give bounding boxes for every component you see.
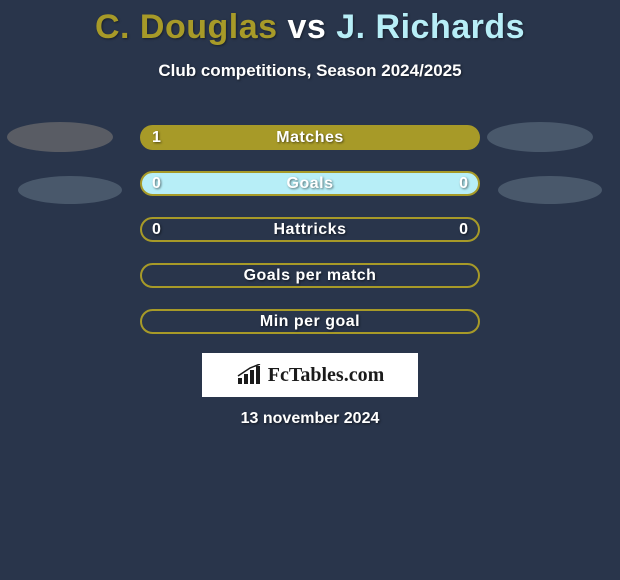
logo-chart-icon xyxy=(236,364,262,386)
stat-row: 1Matches xyxy=(0,115,620,161)
stat-bar: Min per goal xyxy=(140,309,480,334)
stat-rows: 1Matches 00Goals 00Hattricks Goals per matc… xyxy=(0,115,620,345)
stat-label: Hattricks xyxy=(142,219,478,240)
stat-bar: 1Matches xyxy=(140,125,480,150)
stat-bar: 00Hattricks xyxy=(140,217,480,242)
player2-name: J. Richards xyxy=(336,8,525,46)
stat-row: Min per goal xyxy=(0,299,620,345)
stat-row: 00Goals xyxy=(0,161,620,207)
subtitle: Club competitions, Season 2024/2025 xyxy=(0,61,620,81)
comparison-title: C. Douglas vs J. Richards xyxy=(0,0,620,47)
date-text: 13 november 2024 xyxy=(0,410,620,428)
stat-label: Goals xyxy=(142,173,478,194)
stat-row: Goals per match xyxy=(0,253,620,299)
player1-name: C. Douglas xyxy=(95,8,278,46)
logo-text: FcTables.com xyxy=(268,364,384,387)
vs-text: vs xyxy=(287,8,326,46)
stat-label: Goals per match xyxy=(142,265,478,286)
stat-bar: Goals per match xyxy=(140,263,480,288)
stat-bar: 00Goals xyxy=(140,171,480,196)
stat-label: Min per goal xyxy=(142,311,478,332)
stat-row: 00Hattricks xyxy=(0,207,620,253)
stat-label: Matches xyxy=(142,127,478,148)
logo-badge: FcTables.com xyxy=(202,353,418,397)
